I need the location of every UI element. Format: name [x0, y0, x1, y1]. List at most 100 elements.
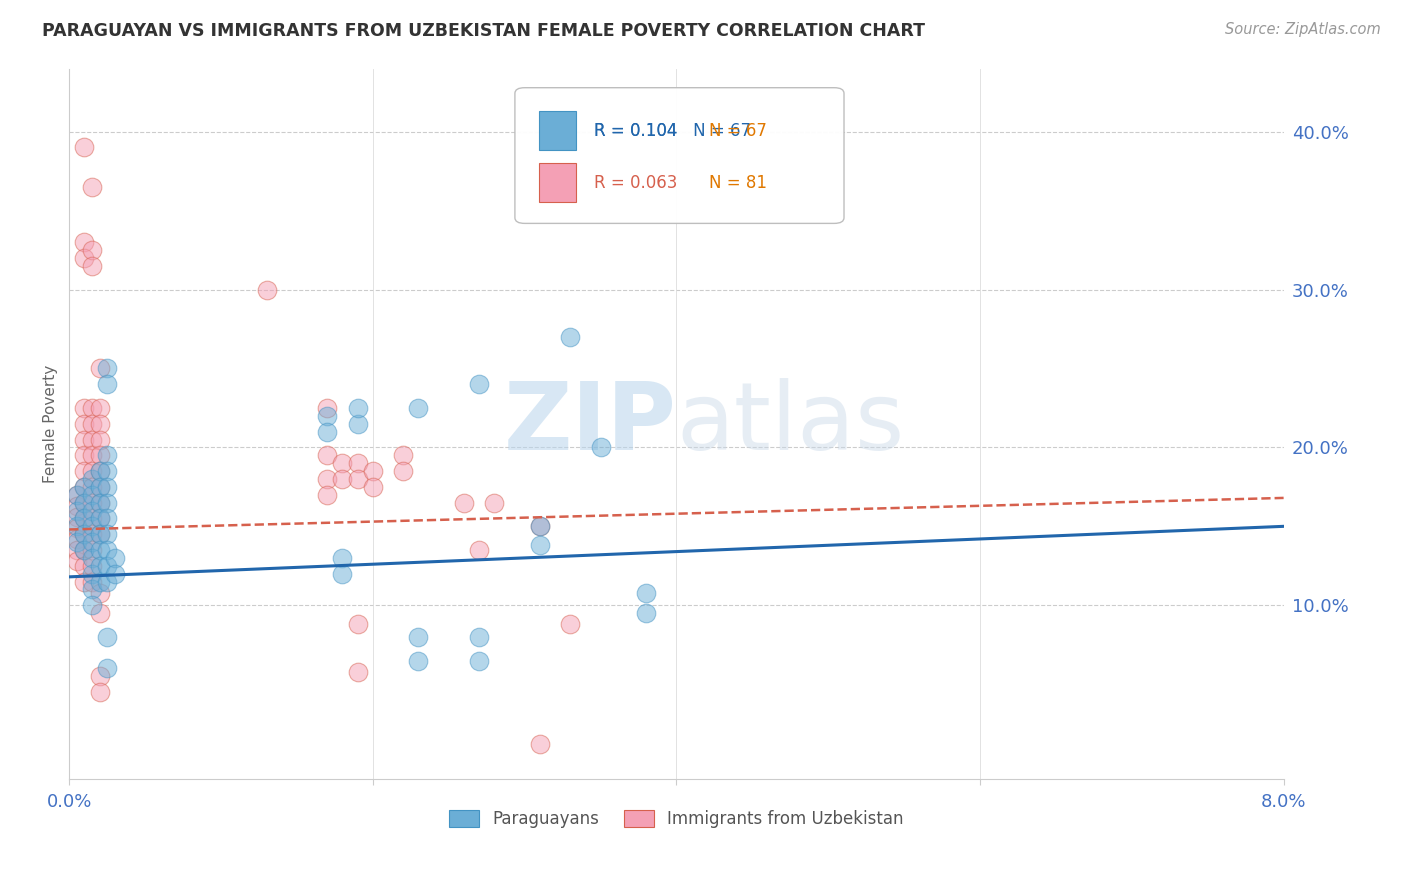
- Point: [96, 377, 118, 392]
- Point: [529, 519, 551, 533]
- Point: [346, 456, 368, 470]
- Point: [80, 180, 103, 194]
- Point: [636, 606, 658, 620]
- Legend: Paraguayans, Immigrants from Uzbekistan: Paraguayans, Immigrants from Uzbekistan: [443, 803, 911, 835]
- Point: [80, 243, 103, 257]
- Text: R = 0.104: R = 0.104: [593, 121, 678, 140]
- Point: [73, 480, 96, 494]
- Text: R = 0.104   N = 67: R = 0.104 N = 67: [593, 121, 751, 140]
- Point: [560, 617, 582, 632]
- Point: [73, 251, 96, 265]
- Point: [66, 488, 89, 502]
- Text: atlas: atlas: [676, 377, 904, 470]
- Point: [96, 496, 118, 510]
- Point: [66, 519, 89, 533]
- Point: [89, 496, 111, 510]
- Point: [73, 433, 96, 447]
- Point: [392, 448, 415, 462]
- Point: [80, 582, 103, 597]
- Point: [408, 630, 430, 644]
- Point: [80, 558, 103, 573]
- Point: [346, 417, 368, 431]
- Point: [80, 488, 103, 502]
- Point: [66, 503, 89, 517]
- Point: [73, 543, 96, 558]
- Point: [89, 685, 111, 699]
- Point: [73, 464, 96, 478]
- Point: [66, 543, 89, 558]
- Point: [89, 433, 111, 447]
- Point: [73, 496, 96, 510]
- Point: [66, 532, 89, 546]
- Point: [89, 527, 111, 541]
- Point: [346, 472, 368, 486]
- Point: [66, 509, 89, 524]
- Point: [332, 472, 354, 486]
- Point: [89, 558, 111, 573]
- Point: [80, 401, 103, 415]
- Point: [89, 585, 111, 599]
- Point: [73, 543, 96, 558]
- Point: [89, 401, 111, 415]
- Point: [73, 511, 96, 525]
- Point: [361, 480, 384, 494]
- Point: [89, 464, 111, 478]
- Point: [80, 527, 103, 541]
- Point: [73, 574, 96, 589]
- Y-axis label: Female Poverty: Female Poverty: [44, 365, 58, 483]
- Point: [73, 480, 96, 494]
- Point: [468, 377, 491, 392]
- Point: [468, 630, 491, 644]
- Point: [392, 464, 415, 478]
- Point: [346, 401, 368, 415]
- Point: [96, 527, 118, 541]
- Point: [529, 737, 551, 751]
- Point: [73, 140, 96, 154]
- Point: [80, 535, 103, 549]
- Point: [89, 480, 111, 494]
- Text: Source: ZipAtlas.com: Source: ZipAtlas.com: [1225, 22, 1381, 37]
- Point: [89, 511, 111, 525]
- Point: [80, 519, 103, 533]
- Point: [96, 543, 118, 558]
- Bar: [538, 163, 575, 202]
- Point: [89, 448, 111, 462]
- Point: [529, 538, 551, 552]
- Point: [96, 464, 118, 478]
- Point: [453, 496, 475, 510]
- Point: [346, 665, 368, 679]
- Point: [66, 521, 89, 535]
- Point: [316, 409, 339, 423]
- Point: [89, 496, 111, 510]
- Point: [80, 574, 103, 589]
- Point: [73, 527, 96, 541]
- Point: [256, 283, 278, 297]
- Point: [89, 417, 111, 431]
- Point: [73, 417, 96, 431]
- Point: [73, 527, 96, 541]
- Point: [96, 558, 118, 573]
- Point: [73, 496, 96, 510]
- Point: [408, 401, 430, 415]
- Text: PARAGUAYAN VS IMMIGRANTS FROM UZBEKISTAN FEMALE POVERTY CORRELATION CHART: PARAGUAYAN VS IMMIGRANTS FROM UZBEKISTAN…: [42, 22, 925, 40]
- Point: [332, 550, 354, 565]
- Point: [80, 433, 103, 447]
- Point: [529, 519, 551, 533]
- Point: [89, 574, 111, 589]
- Text: N = 81: N = 81: [709, 174, 768, 192]
- Point: [332, 456, 354, 470]
- Point: [80, 448, 103, 462]
- Point: [96, 661, 118, 675]
- Point: [89, 543, 111, 558]
- Text: N = 67: N = 67: [709, 121, 768, 140]
- Point: [89, 464, 111, 478]
- Point: [80, 503, 103, 517]
- Point: [104, 566, 127, 581]
- Point: [346, 617, 368, 632]
- Point: [104, 550, 127, 565]
- Point: [96, 511, 118, 525]
- Point: [80, 496, 103, 510]
- Point: [468, 543, 491, 558]
- Point: [589, 441, 612, 455]
- Point: [80, 417, 103, 431]
